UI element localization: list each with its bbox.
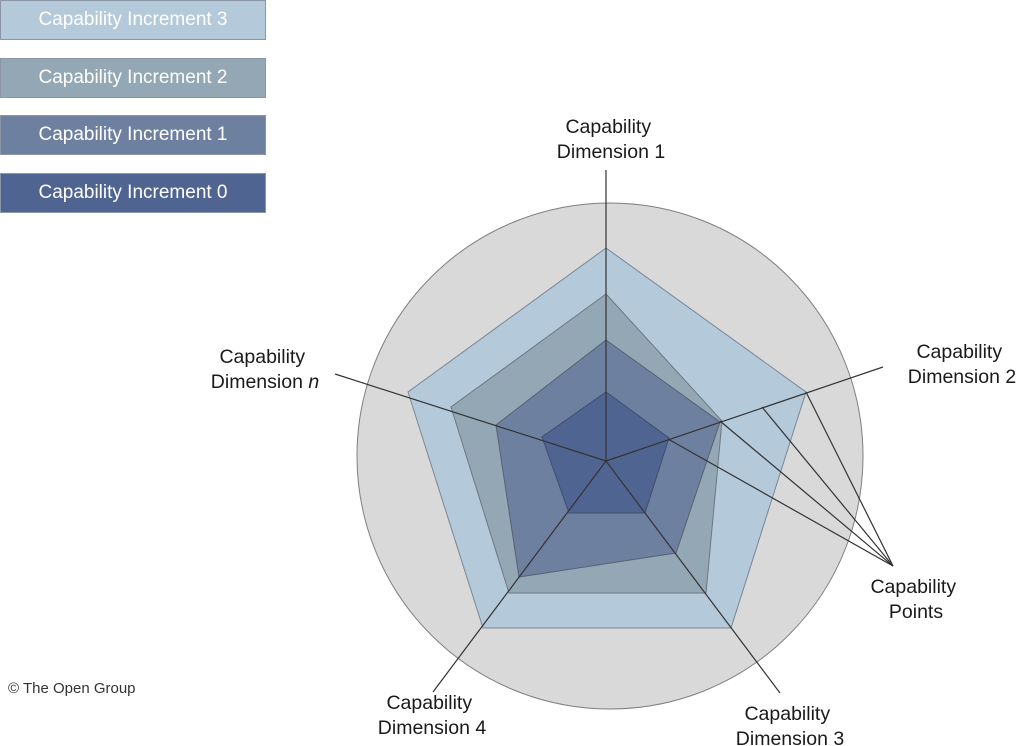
label-dimension-4: Capability Dimension 4 [378,692,487,739]
label-dimension-1: Capability Dimension 1 [557,116,665,163]
label-line: Capability [386,692,472,714]
axis-dimension-2 [605,366,884,462]
legend-item-increment-3: Capability Increment 3 [0,0,266,40]
legend-label: Capability Increment 3 [38,9,228,30]
axis-dimension-3 [605,460,781,694]
callout-line [667,438,894,567]
legend-item-increment-0: Capability Increment 0 [0,173,266,213]
axis-dimension-n [334,373,607,462]
axis-dimension-4 [432,460,607,693]
legend-label: Capability Increment 0 [38,182,228,203]
label-line: Dimension 2 [908,366,1016,388]
label-line: Points [889,601,943,623]
label-line: Capability [870,576,956,598]
legend-item-increment-2: Capability Increment 2 [0,58,266,98]
label-line: Dimension 4 [378,717,487,739]
label-line: Capability [744,703,830,725]
legend-label: Capability Increment 2 [38,67,228,88]
label-text: Dimension [211,371,309,393]
legend-label: Capability Increment 1 [38,124,228,145]
label-line: Dimension n [211,371,319,393]
label-line: Dimension 3 [736,728,844,746]
label-dimension-n: Capability Dimension n [211,346,319,393]
copyright-notice: © The Open Group [8,680,136,697]
callout-line [761,406,894,567]
label-italic-n: n [308,371,319,393]
label-line: Capability [219,346,305,368]
label-line: Dimension 1 [557,141,665,163]
callout-line [805,391,894,567]
legend-item-increment-1: Capability Increment 1 [0,115,266,155]
label-capability-points: Capability Points [870,576,961,623]
label-line: Capability [565,116,651,138]
label-dimension-2: Capability Dimension 2 [908,341,1016,388]
callout-line [719,420,894,567]
label-line: Capability [916,341,1002,363]
label-dimension-3: Capability Dimension 3 [736,703,844,746]
